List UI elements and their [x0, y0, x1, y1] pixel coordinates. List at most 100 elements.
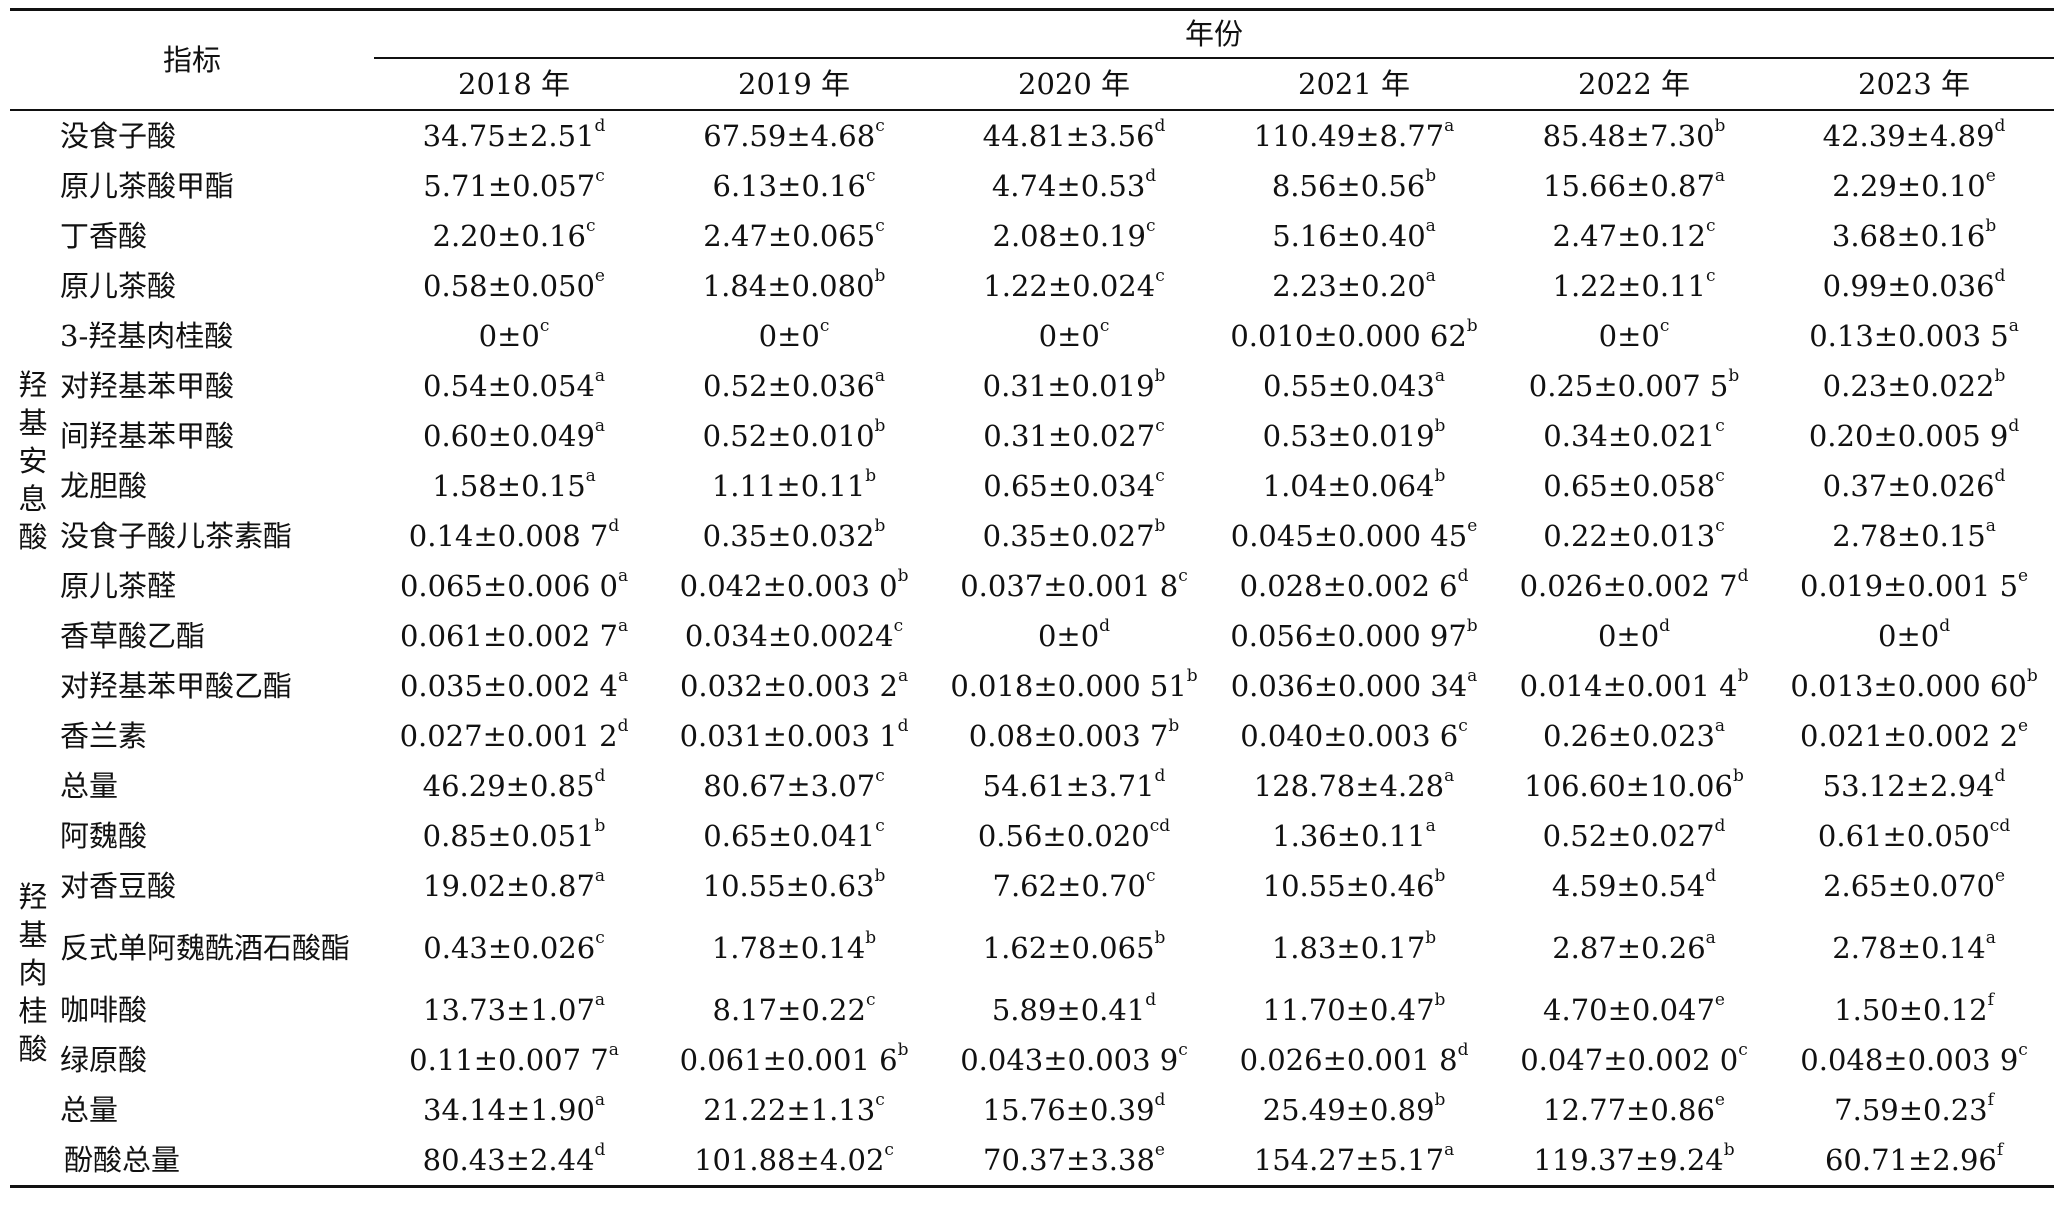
- value-cell: 0.026±0.002 7d: [1494, 561, 1774, 611]
- compound-name: 绿原酸: [60, 1043, 148, 1077]
- value-text: 0.52±0.027: [1542, 819, 1715, 853]
- value-text: 110.49±8.77: [1253, 119, 1445, 153]
- value-cell: 0±0d: [934, 611, 1214, 661]
- year-header: 2019 年: [654, 57, 935, 111]
- value-cell: 4.74±0.53d: [934, 161, 1214, 211]
- significance-letter: c: [2018, 1040, 2028, 1060]
- value-cell: 0.034±0.0024c: [654, 611, 934, 661]
- value-cell: 0±0c: [374, 311, 654, 361]
- value-cell: 19.02±0.87a: [374, 861, 654, 911]
- value-text: 0.036±0.000 34: [1230, 669, 1468, 703]
- value-cell: 80.43±2.44d: [374, 1135, 655, 1188]
- value-cell: 0±0d: [1774, 611, 2054, 661]
- value-cell: 0.53±0.019b: [1214, 411, 1494, 461]
- significance-letter: c: [893, 616, 904, 636]
- value-text: 85.48±7.30: [1542, 119, 1715, 153]
- table-row: 对羟基苯甲酸乙酯 0.035±0.002 4a 0.032±0.003 2a 0.01…: [10, 661, 2054, 711]
- value-text: 0.028±0.002 6: [1239, 569, 1458, 603]
- table-row: 对香豆酸 19.02±0.87a 10.55±0.63b 7.62±0.70c 10.5…: [10, 861, 2054, 911]
- compound-name: 总量: [60, 769, 119, 803]
- significance-letter: b: [1728, 366, 1740, 386]
- value-text: 1.83±0.17: [1271, 931, 1426, 965]
- significance-letter: d: [1939, 616, 1951, 636]
- significance-letter: b: [897, 566, 909, 586]
- significance-letter: b: [1434, 1090, 1446, 1110]
- significance-letter: d: [594, 116, 606, 136]
- value-cell: 2.47±0.065c: [654, 211, 934, 261]
- significance-letter: e: [1985, 166, 1996, 186]
- significance-letter: d: [1994, 766, 2006, 786]
- significance-letter: d: [594, 1140, 606, 1160]
- group-label: 羟基安息酸: [18, 368, 48, 554]
- value-cell: 0.23±0.022b: [1774, 361, 2054, 411]
- table-row: 香草酸乙酯 0.061±0.002 7a 0.034±0.0024c 0±0d 0.05…: [10, 611, 2054, 661]
- value-cell: 1.11±0.11b: [654, 461, 934, 511]
- value-text: 0.11±0.007 7: [409, 1043, 609, 1077]
- table-row: 羟基肉桂酸 阿魏酸 0.85±0.051b 0.65±0.041c 0.56±0.020…: [10, 811, 2054, 1066]
- value-cell: 42.39±4.89d: [1774, 110, 2054, 161]
- table-row: 3-羟基肉桂酸 0±0c 0±0c 0±0c 0.010±0.000 62b 0±0c 0.…: [10, 311, 2054, 361]
- significance-letter: b: [2026, 666, 2038, 686]
- value-cell: 0.85±0.051b: [374, 811, 654, 861]
- significance-letter: b: [1434, 416, 1446, 436]
- significance-letter: d: [1659, 616, 1671, 636]
- significance-letter: c: [819, 316, 830, 336]
- value-text: 0.52±0.010: [702, 419, 875, 453]
- value-text: 0.018±0.000 51: [950, 669, 1187, 703]
- table-row: 绿原酸 0.11±0.007 7a 0.061±0.001 6b 0.043±0.00…: [10, 1035, 2054, 1085]
- value-cell: 0.65±0.034c: [934, 461, 1214, 511]
- significance-letter: a: [594, 990, 606, 1010]
- significance-letter: b: [874, 866, 886, 886]
- value-cell: 0.08±0.003 7b: [934, 711, 1214, 761]
- value-text: 0.54±0.054: [423, 369, 595, 403]
- significance-letter: a: [1467, 666, 1478, 686]
- value-cell: 0.65±0.058c: [1494, 461, 1774, 511]
- value-text: 25.49±0.89: [1262, 1093, 1435, 1127]
- significance-letter: d: [1714, 816, 1726, 836]
- value-cell: 12.77±0.86e: [1494, 1085, 1774, 1135]
- value-cell: 1.50±0.12f: [1774, 985, 2054, 1035]
- value-cell: 0.027±0.001 2d: [374, 711, 654, 761]
- value-cell: 0.047±0.002 0c: [1494, 1035, 1774, 1085]
- significance-letter: cd: [1149, 816, 1171, 836]
- value-text: 0.85±0.051: [422, 819, 595, 853]
- significance-letter: b: [1154, 928, 1166, 948]
- table-body: 羟基安息酸 没食子酸 34.75±2.51d 67.59±4.68c 44.81±3.5…: [10, 110, 2055, 1188]
- table-row: 原儿茶醛 0.065±0.006 0a 0.042±0.003 0b 0.037±0.…: [10, 561, 2054, 611]
- significance-letter: b: [1186, 666, 1198, 686]
- significance-letter: b: [1714, 116, 1726, 136]
- value-text: 70.37±3.38: [983, 1143, 1155, 1177]
- value-cell: 2.65±0.070e: [1774, 861, 2054, 911]
- table-row: 总量 34.14±1.90a 21.22±1.13c 15.76±0.39d 25.49…: [10, 1085, 2054, 1135]
- value-text: 15.66±0.87: [1543, 169, 1715, 203]
- value-cell: 0.026±0.001 8d: [1214, 1035, 1494, 1085]
- value-text: 0.019±0.001 5: [1800, 569, 2019, 603]
- value-text: 0±0: [758, 319, 820, 353]
- value-text: 8.17±0.22: [712, 993, 866, 1027]
- indicator-header: 指标: [10, 8, 375, 111]
- value-cell: 0.61±0.050cd: [1774, 811, 2054, 861]
- value-cell: 80.67±3.07c: [654, 761, 934, 811]
- header-row-2: 2018 年 2019 年 2020 年 2021 年 2022 年 2023 …: [10, 57, 2055, 111]
- value-cell: 11.70±0.47b: [1214, 985, 1494, 1035]
- value-cell: 2.29±0.10e: [1774, 161, 2054, 211]
- significance-letter: c: [595, 928, 605, 948]
- compound-name: 香兰素: [60, 719, 148, 753]
- value-cell: 0.11±0.007 7a: [374, 1035, 654, 1085]
- value-text: 15.76±0.39: [982, 1093, 1155, 1127]
- significance-letter: c: [875, 116, 885, 136]
- value-text: 0.55±0.043: [1263, 369, 1435, 403]
- value-cell: 0.25±0.007 5b: [1494, 361, 1774, 411]
- value-text: 4.74±0.53: [991, 169, 1146, 203]
- compound-name: 对羟基苯甲酸: [60, 369, 235, 403]
- value-text: 0.35±0.027: [982, 519, 1155, 553]
- significance-letter: b: [1425, 166, 1437, 186]
- value-text: 4.70±0.047: [1543, 993, 1715, 1027]
- significance-letter: a: [594, 416, 606, 436]
- significance-letter: cd: [1989, 816, 2011, 836]
- significance-letter: d: [1705, 866, 1717, 886]
- value-cell: 4.70±0.047e: [1494, 985, 1774, 1035]
- significance-letter: c: [865, 990, 876, 1010]
- significance-letter: d: [617, 716, 629, 736]
- significance-letter: a: [1714, 716, 1726, 736]
